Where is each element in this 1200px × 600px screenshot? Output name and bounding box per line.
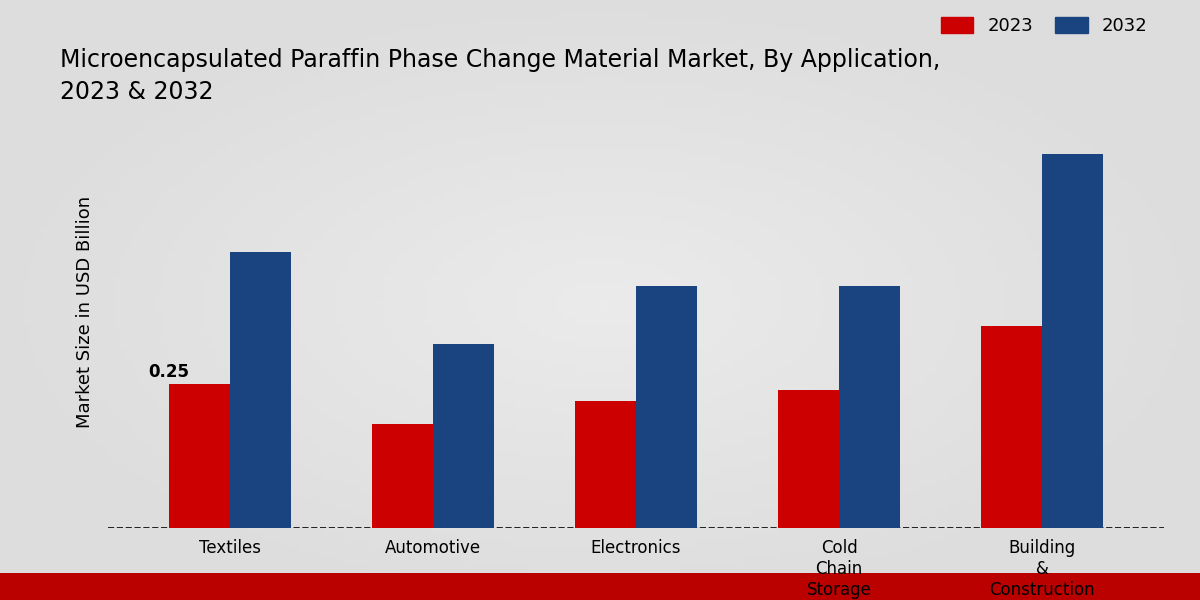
Text: 0.25: 0.25 bbox=[149, 363, 190, 381]
Bar bbox=[1042, 154, 1103, 528]
Bar bbox=[169, 384, 230, 528]
Bar bbox=[839, 286, 900, 528]
Bar bbox=[230, 251, 290, 528]
Text: Microencapsulated Paraffin Phase Change Material Market, By Application,
2023 & : Microencapsulated Paraffin Phase Change … bbox=[60, 48, 941, 104]
Legend: 2023, 2032: 2023, 2032 bbox=[934, 10, 1154, 43]
Y-axis label: Market Size in USD Billion: Market Size in USD Billion bbox=[76, 196, 94, 428]
Bar bbox=[433, 344, 494, 528]
Bar bbox=[372, 424, 433, 528]
Bar bbox=[778, 390, 839, 528]
Bar bbox=[982, 326, 1042, 528]
Bar bbox=[575, 401, 636, 528]
Bar bbox=[636, 286, 697, 528]
